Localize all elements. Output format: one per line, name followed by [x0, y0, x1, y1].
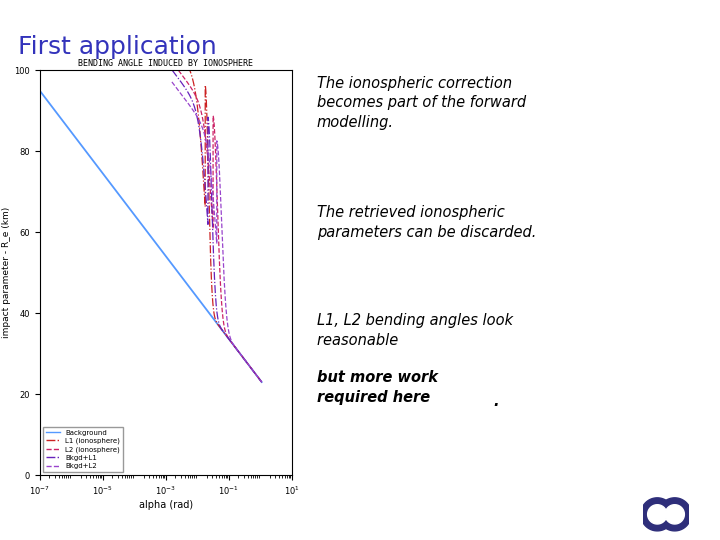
Polygon shape [658, 498, 691, 531]
L2 (ionosphere) [168, 67, 176, 73]
Bkgd+L2 [198, 124, 207, 130]
Polygon shape [641, 498, 674, 531]
Text: but more work
required here: but more work required here [317, 370, 438, 404]
Bkgd+L1 [225, 336, 233, 343]
Bkgd+L1 [254, 375, 263, 381]
L1 (ionosphere) [257, 379, 266, 386]
L2 (ionosphere) [184, 82, 193, 88]
Text: First application: First application [18, 35, 217, 59]
L2 (ionosphere) [257, 379, 266, 386]
Text: .: . [493, 394, 499, 409]
Bkgd+L1 [182, 87, 191, 93]
Bkgd+L2 [230, 343, 239, 349]
Line: L2 (ionosphere): L2 (ionosphere) [172, 70, 261, 382]
Bkgd+L1 [170, 69, 179, 76]
Bkgd+L2 [186, 103, 194, 110]
Bkgd+L1 [257, 379, 266, 386]
L1 (ionosphere) [254, 375, 263, 381]
X-axis label: alpha (rad): alpha (rad) [138, 500, 193, 510]
Line: Background: Background [40, 90, 261, 382]
L1 (ionosphere) [190, 83, 199, 90]
Bkgd+L1 [168, 67, 176, 73]
Text: L1, L2 bending angles look
reasonable: L1, L2 bending angles look reasonable [317, 313, 513, 348]
Bkgd+L1 [184, 91, 193, 97]
Title: BENDING ANGLE INDUCED BY IONOSPHERE: BENDING ANGLE INDUCED BY IONOSPHERE [78, 59, 253, 68]
L2 (ionosphere) [228, 340, 237, 347]
Line: Bkgd+L2: Bkgd+L2 [172, 82, 261, 382]
Bkgd+L2 [255, 375, 264, 382]
Text: The ionospheric correction
becomes part of the forward
modelling.: The ionospheric correction becomes part … [317, 76, 526, 130]
Background [123, 202, 132, 209]
L1 (ionosphere) [169, 67, 178, 73]
Line: L1 (ionosphere): L1 (ionosphere) [172, 70, 261, 382]
L1 (ionosphere) [181, 67, 190, 73]
L2 (ionosphere) [170, 67, 179, 73]
Background [257, 379, 266, 386]
L2 (ionosphere) [195, 103, 204, 109]
Background [175, 271, 184, 277]
Polygon shape [665, 505, 684, 524]
Background [197, 299, 205, 306]
Y-axis label: impact parameter - R_e (km): impact parameter - R_e (km) [2, 207, 12, 339]
Bkgd+L2 [168, 79, 176, 85]
L1 (ionosphere) [184, 67, 192, 73]
Background [35, 87, 44, 94]
Bkgd+L2 [170, 82, 179, 89]
Bkgd+L2 [257, 379, 266, 386]
Bkgd+L2 [189, 107, 197, 113]
L2 (ionosphere) [187, 85, 196, 91]
L1 (ionosphere) [223, 334, 232, 341]
L2 (ionosphere) [255, 375, 264, 382]
Background [62, 122, 71, 129]
L1 (ionosphere) [168, 67, 176, 73]
Background [107, 182, 116, 188]
Bkgd+L1 [192, 110, 200, 116]
Background [196, 298, 204, 304]
Legend: Background, L1 (ionosphere), L2 (ionosphere), Bkgd+L1, Bkgd+L2: Background, L1 (ionosphere), L2 (ionosph… [43, 427, 123, 472]
Polygon shape [648, 505, 667, 524]
Text: The retrieved ionospheric
parameters can be discarded.: The retrieved ionospheric parameters can… [317, 205, 536, 240]
Line: Bkgd+L1: Bkgd+L1 [172, 70, 261, 382]
